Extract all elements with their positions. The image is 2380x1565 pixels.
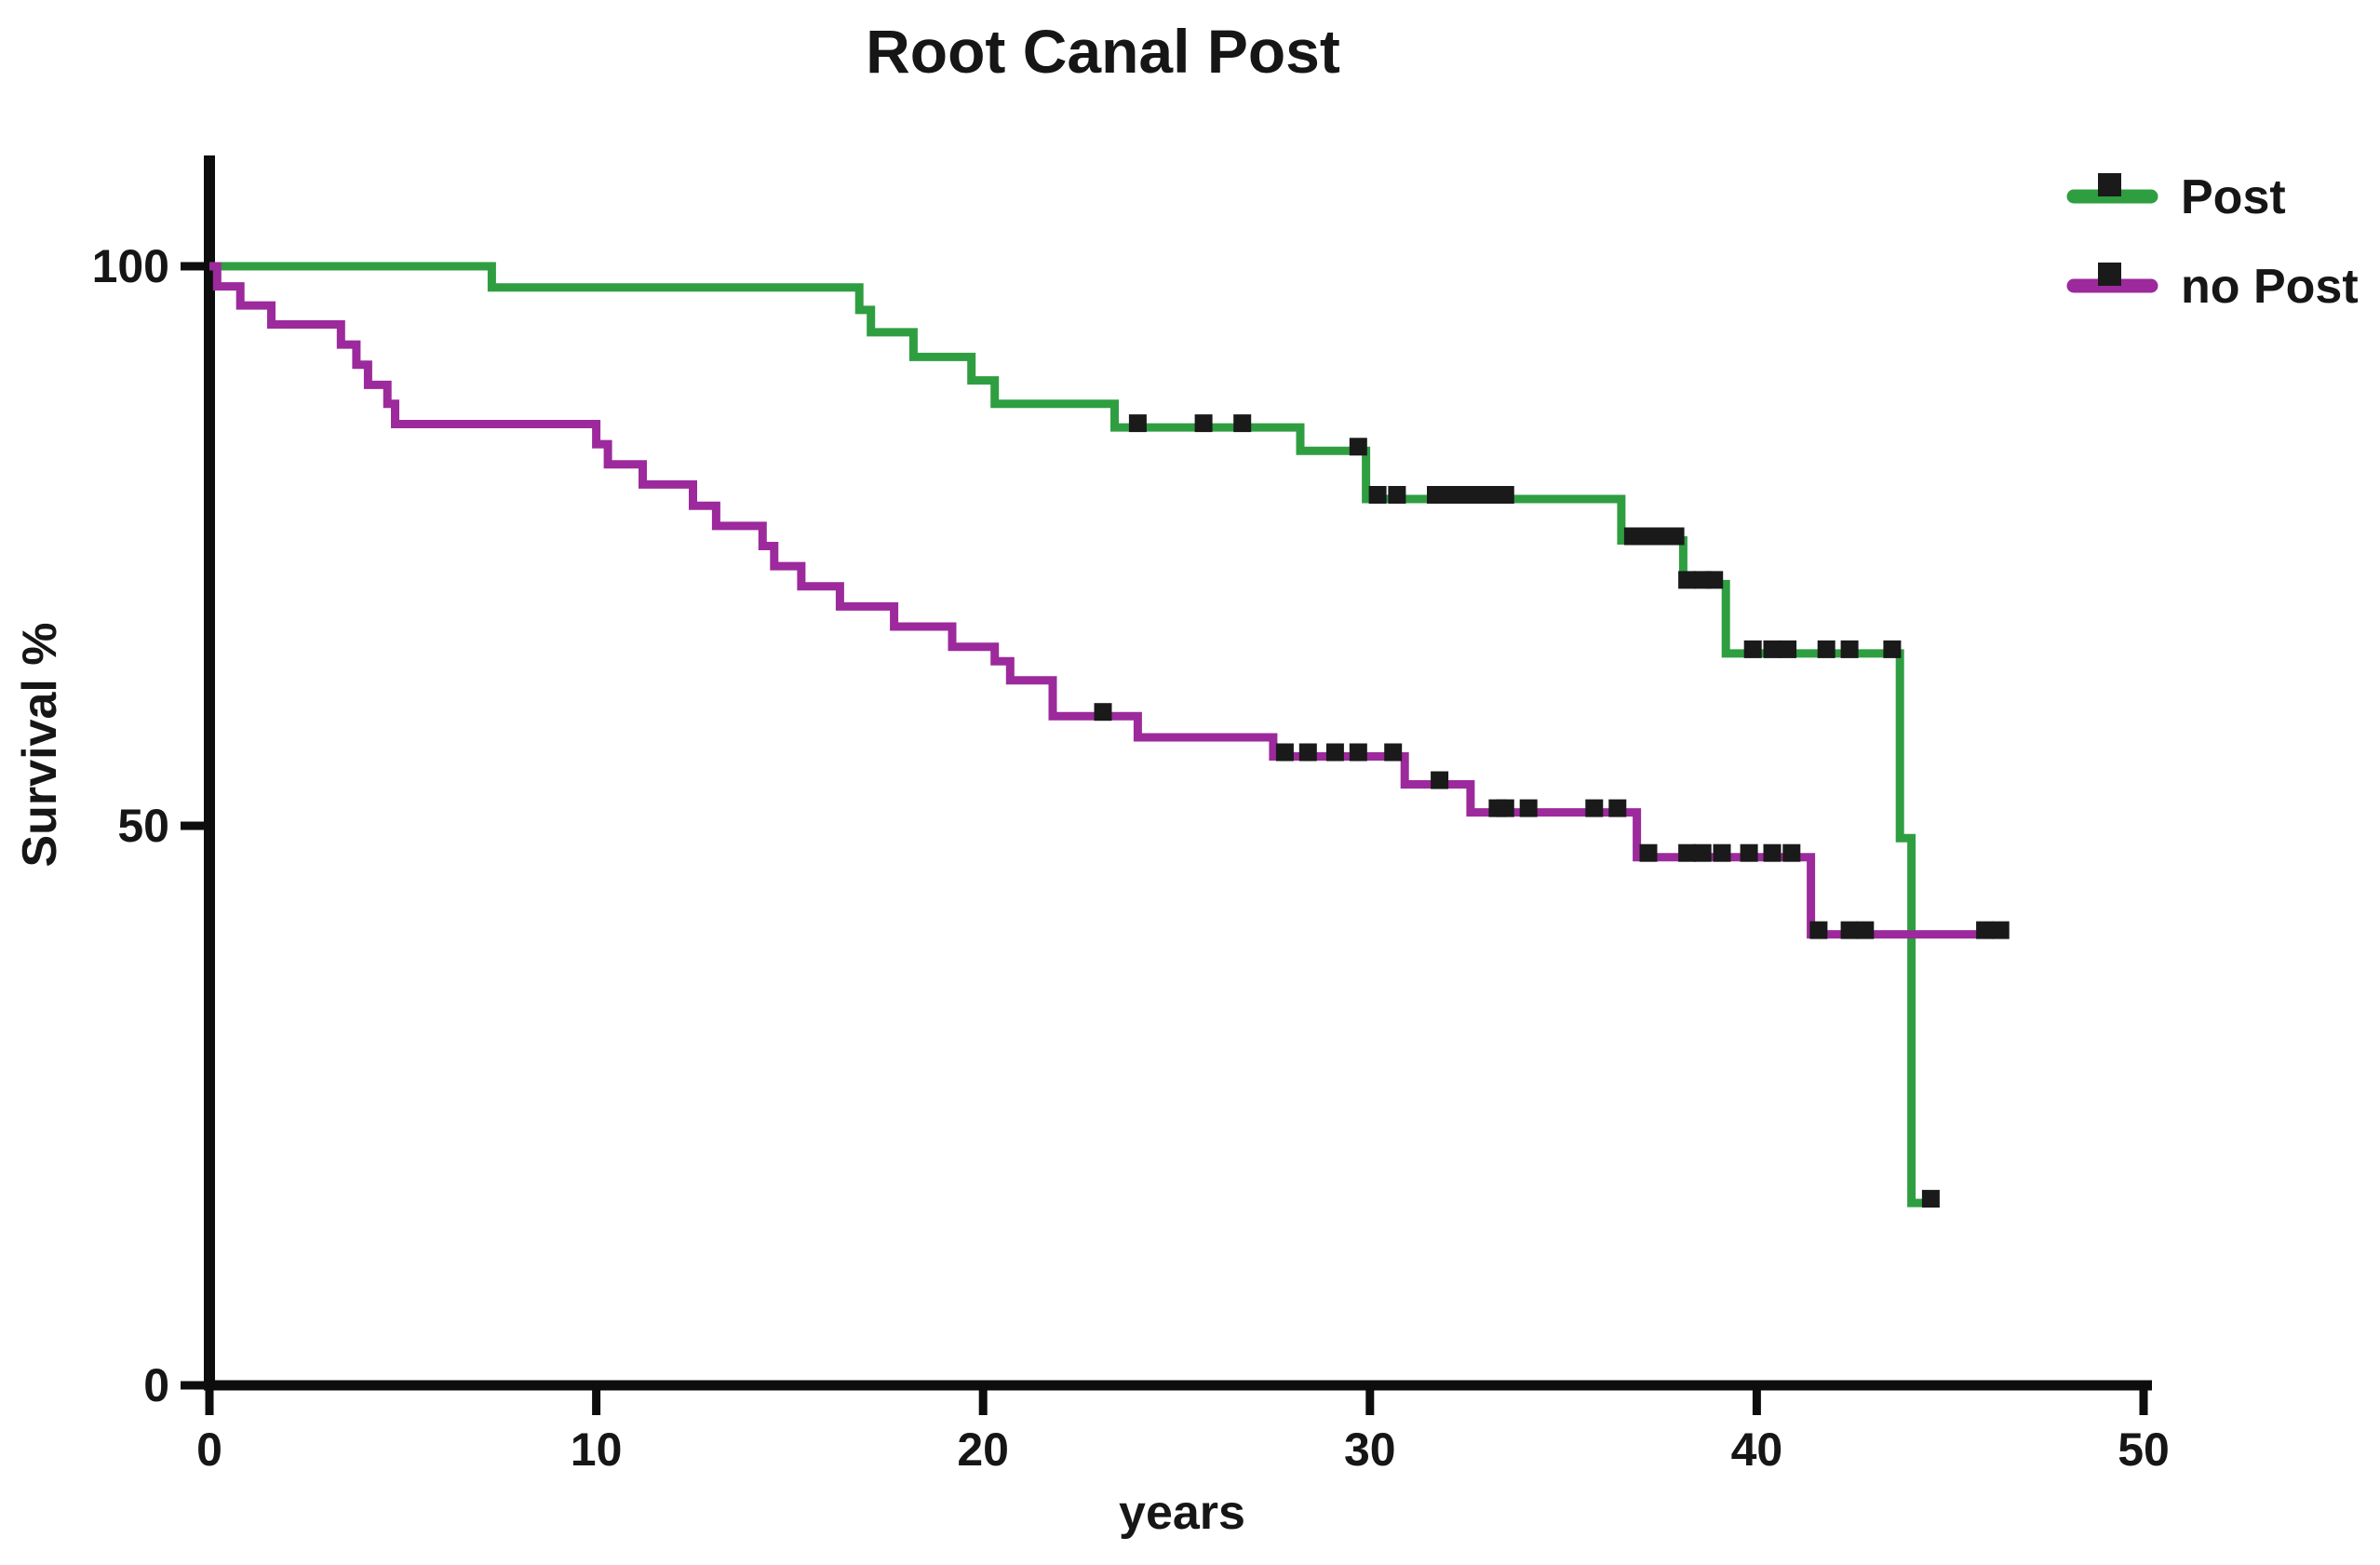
censor-mark-no-post	[1094, 703, 1112, 722]
censor-mark-post	[1883, 640, 1902, 658]
legend-item-no-post: no Post	[2066, 260, 2359, 314]
legend-post-censor-tick-icon	[2098, 173, 2121, 196]
censor-mark-no-post	[1856, 921, 1875, 939]
censor-mark-no-post	[1713, 843, 1731, 862]
y-axis-title: Survival %	[13, 622, 67, 867]
censor-mark-no-post	[1740, 843, 1758, 862]
censor-mark-post	[1921, 1190, 1940, 1208]
censor-mark-post	[1817, 640, 1835, 658]
censor-mark-post	[1678, 571, 1697, 589]
censor-mark-no-post	[1585, 799, 1604, 817]
censor-mark-post	[1666, 527, 1685, 546]
censor-mark-no-post	[1809, 921, 1828, 939]
censor-mark-post	[1233, 414, 1252, 433]
y-tick-label-0: 0	[143, 1359, 169, 1411]
censor-mark-post	[1388, 486, 1406, 504]
series-no-post-curve	[209, 262, 2005, 939]
censor-mark-post	[1128, 414, 1147, 433]
censor-mark-no-post	[1639, 843, 1658, 862]
censor-mark-post	[1496, 486, 1514, 504]
censor-mark-no-post	[1693, 843, 1712, 862]
legend-no-post-label: no Post	[2181, 260, 2359, 314]
series-layer	[209, 262, 2010, 1208]
censor-mark-no-post	[1763, 843, 1782, 862]
censor-mark-no-post	[1496, 799, 1514, 817]
censor-mark-no-post	[1519, 799, 1538, 817]
legend-no-post-censor-tick-icon	[2098, 263, 2121, 286]
censor-mark-no-post	[1431, 771, 1449, 789]
censor-mark-no-post	[1608, 799, 1627, 817]
censor-mark-post	[1368, 486, 1387, 504]
axes	[181, 155, 2152, 1415]
chart-title: Root Canal Post	[866, 17, 1340, 86]
legend: Post no Post	[2066, 170, 2359, 314]
censor-mark-no-post	[1298, 743, 1317, 762]
series-post-curve	[209, 262, 1935, 1207]
censor-mark-no-post	[1678, 843, 1697, 862]
censor-mark-no-post	[1840, 921, 1859, 939]
x-tick-label-20: 20	[957, 1423, 1009, 1476]
x-tick-label-0: 0	[196, 1423, 222, 1476]
x-tick-label-50: 50	[2118, 1423, 2170, 1476]
y-tick-labels: 100 50 0	[92, 240, 169, 1411]
censor-mark-post	[1454, 486, 1472, 504]
censor-mark-post	[1349, 438, 1367, 456]
censor-mark-no-post	[1325, 743, 1344, 762]
censor-mark-no-post	[1976, 921, 1995, 939]
censor-mark-post	[1779, 640, 1797, 658]
x-tick-label-30: 30	[1344, 1423, 1396, 1476]
censor-mark-post	[1763, 640, 1782, 658]
y-tick-label-100: 100	[92, 240, 169, 292]
censor-mark-no-post	[1384, 743, 1403, 762]
x-axis-title: years	[1119, 1486, 1245, 1540]
legend-post-label: Post	[2181, 170, 2286, 224]
x-tick-label-10: 10	[571, 1423, 623, 1476]
censor-mark-post	[1651, 527, 1669, 546]
x-tick-label-40: 40	[1731, 1423, 1783, 1476]
censor-mark-post	[1840, 640, 1859, 658]
censor-mark-no-post	[1349, 743, 1367, 762]
x-tick-labels: 0 10 20 30 40 50	[196, 1423, 2170, 1476]
censor-mark-no-post	[1782, 843, 1801, 862]
censor-mark-post	[1194, 414, 1213, 433]
legend-item-post: Post	[2066, 170, 2286, 224]
censor-mark-post	[1469, 486, 1487, 504]
censor-mark-no-post	[1275, 743, 1294, 762]
censor-mark-no-post	[1991, 921, 2010, 939]
censor-mark-post	[1705, 571, 1724, 589]
y-tick-label-50: 50	[117, 800, 169, 852]
censor-mark-post	[1743, 640, 1762, 658]
